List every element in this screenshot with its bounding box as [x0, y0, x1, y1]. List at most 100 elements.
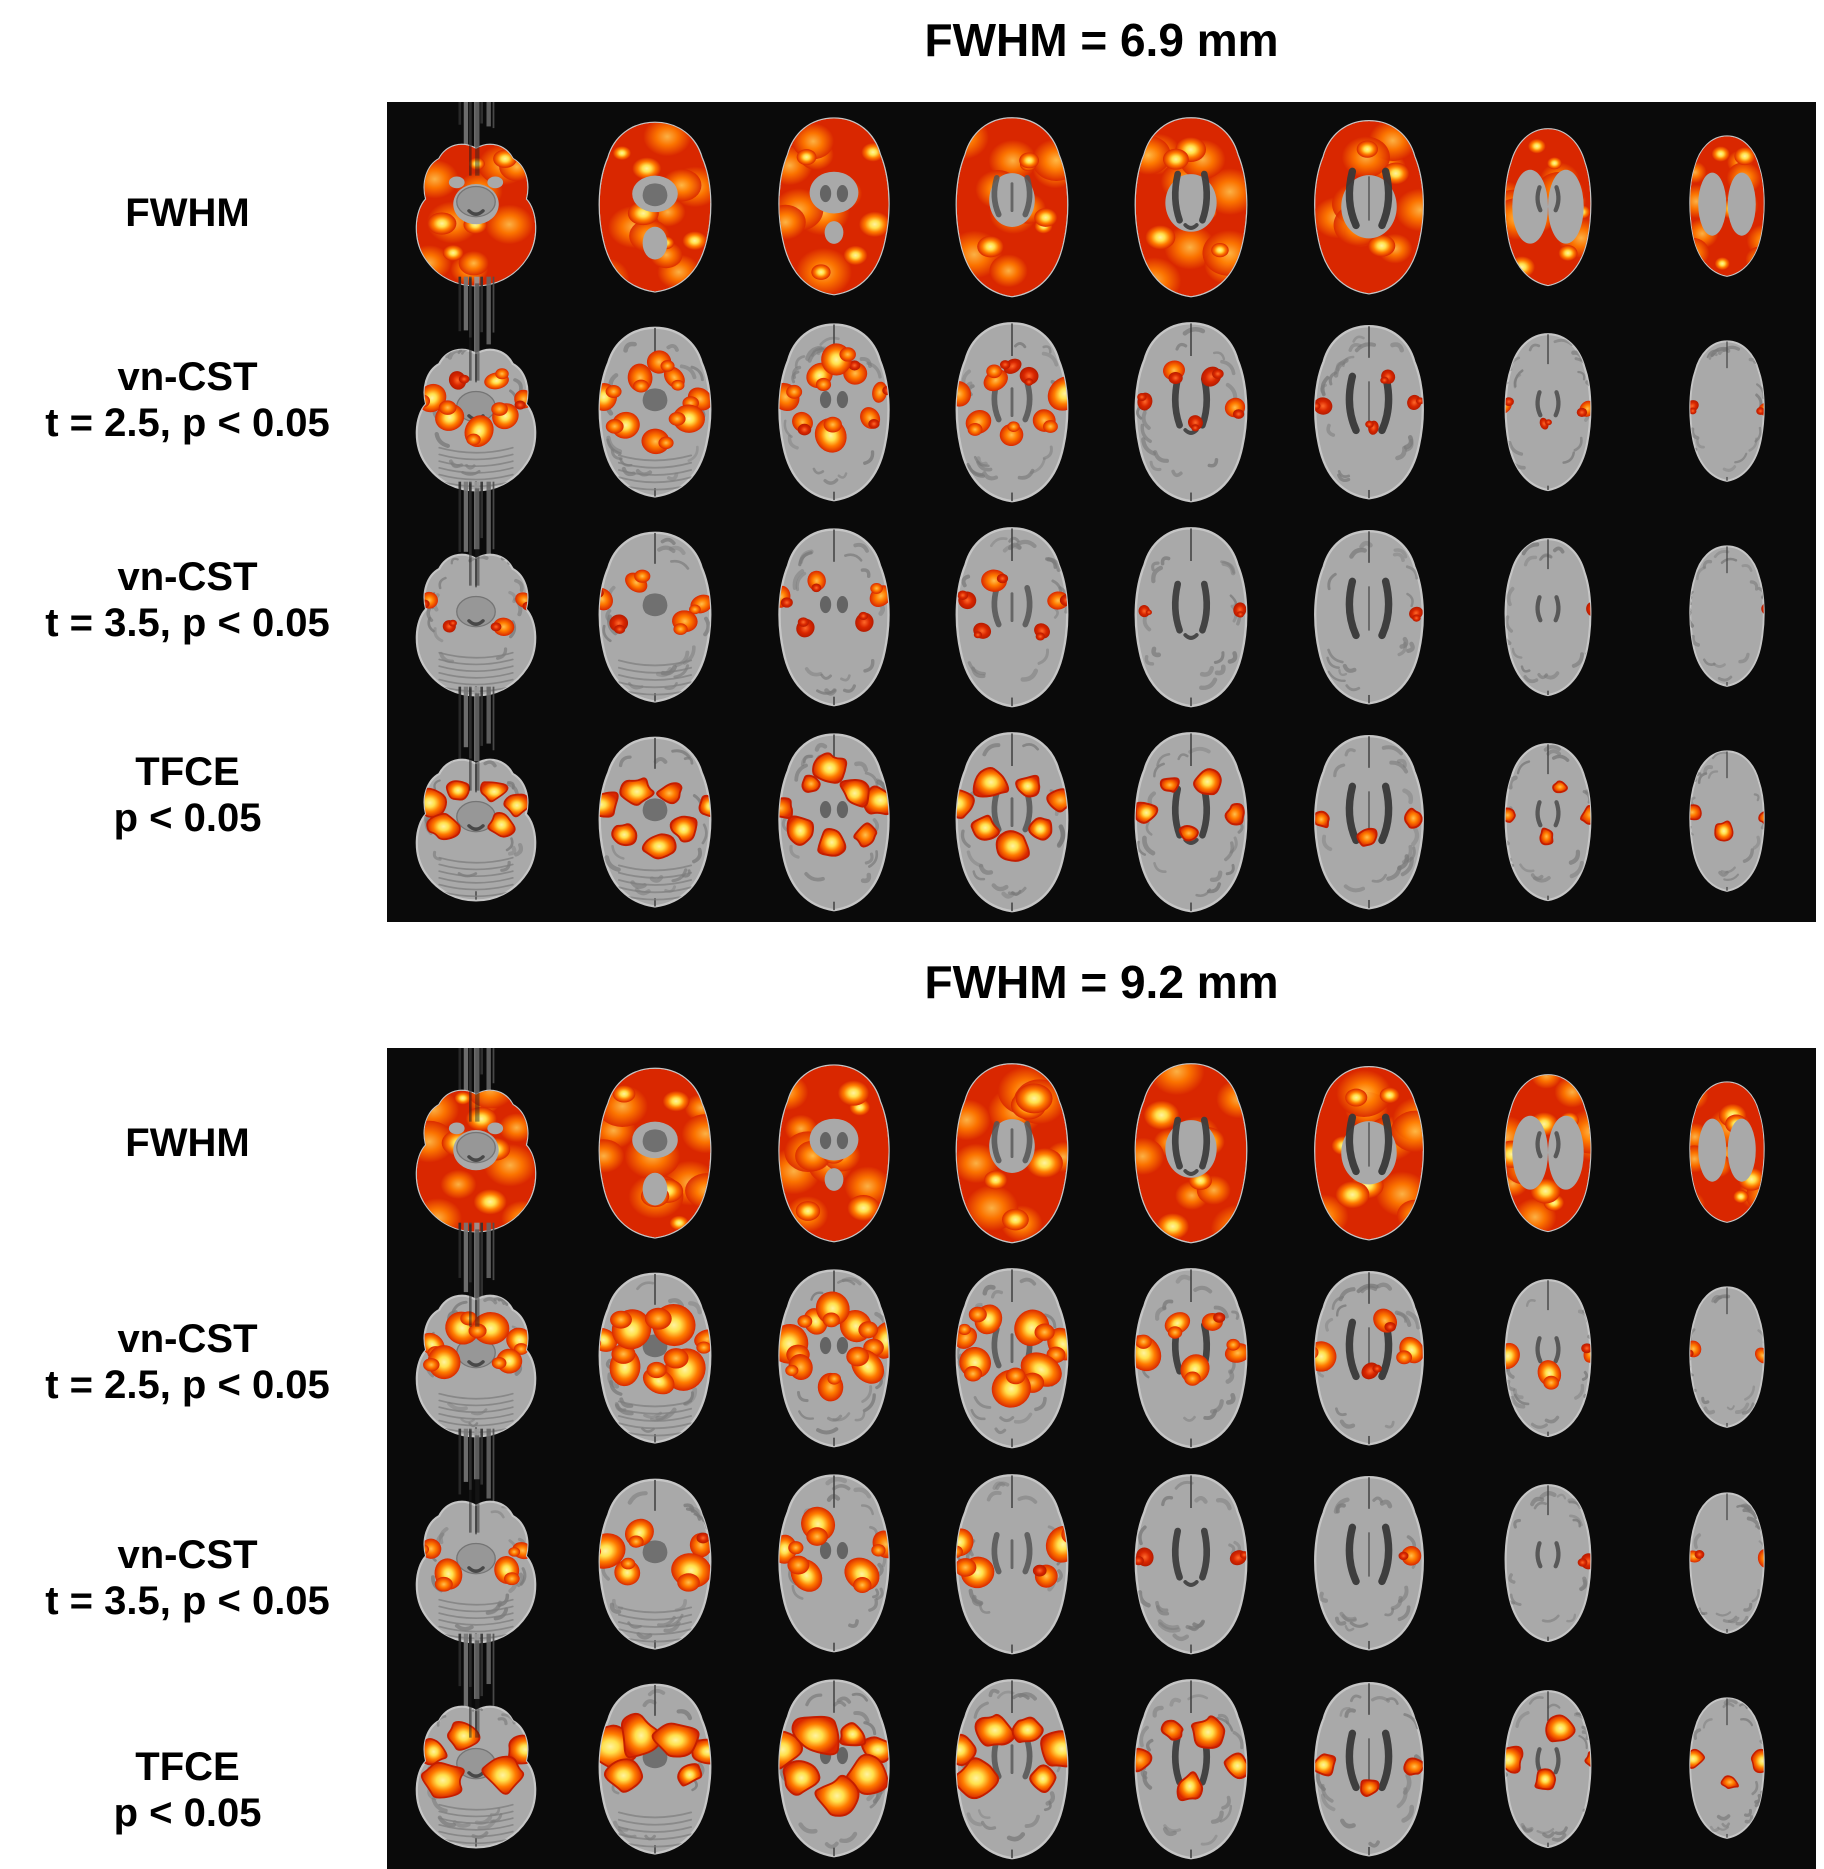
- artifact-stripe: [469, 688, 472, 791]
- row-label-line: vn-CST: [117, 355, 258, 399]
- artifact-stripe: [486, 102, 491, 127]
- brain-slice: [598, 1478, 712, 1650]
- brain-slice: [415, 1633, 537, 1849]
- brain-slice: [415, 102, 537, 287]
- brain-slice: [778, 117, 890, 296]
- panel-title-fwhm-9-2: FWHM = 9.2 mm: [924, 956, 1279, 1008]
- artifact-stripe: [486, 686, 491, 744]
- artifact-stripe: [492, 1428, 495, 1516]
- brain-slice: [955, 1679, 1069, 1860]
- artifact-stripe: [475, 1229, 480, 1327]
- brain-slice: [1314, 1065, 1424, 1241]
- artifact-stripe: [458, 1222, 462, 1278]
- brain-slice: [415, 481, 537, 697]
- brain-slice: [1134, 1679, 1248, 1860]
- brain-slice: [778, 1064, 890, 1243]
- row-label: vn-CST t = 2.5, p < 0.05: [0, 354, 375, 446]
- brain-slice: [955, 732, 1069, 913]
- artifact-stripe: [480, 686, 483, 746]
- artifact-stripe: [463, 102, 469, 149]
- brain-slice: [1689, 545, 1765, 687]
- brain-slice: [1504, 1690, 1592, 1849]
- artifact-stripe: [486, 1428, 491, 1499]
- artifact-stripe: [475, 283, 480, 381]
- brain-slice: [1134, 527, 1248, 708]
- artifact-stripe: [486, 1048, 491, 1100]
- artifact-stripe: [492, 481, 495, 550]
- artifact-stripe: [463, 1048, 469, 1094]
- artifact-stripe: [486, 1222, 491, 1279]
- artifact-stripe: [463, 481, 469, 552]
- brain-slice: [1134, 1268, 1248, 1449]
- artifact-stripe: [474, 102, 480, 159]
- row-label: FWHM: [0, 1120, 375, 1166]
- row-label-line: p < 0.05: [113, 796, 262, 840]
- brain-slice: [1314, 1475, 1424, 1651]
- brain-slice: [415, 686, 537, 902]
- brain-slice: [1314, 1681, 1424, 1857]
- brain-slice: [1314, 119, 1424, 295]
- artifact-stripe: [469, 102, 472, 176]
- artifact-stripe: [480, 481, 483, 539]
- brain-slice: [1134, 1063, 1248, 1244]
- brain-slice: [415, 1222, 537, 1438]
- artifact-stripe: [469, 278, 472, 381]
- brain-slice: [1134, 732, 1248, 913]
- artifact-stripe: [492, 276, 495, 333]
- artifact-stripe: [458, 1428, 462, 1495]
- artifact-stripe: [475, 1640, 480, 1738]
- artifact-stripe: [469, 1430, 472, 1533]
- row-label-line: t = 3.5, p < 0.05: [45, 601, 330, 645]
- artifact-stripe: [458, 686, 462, 771]
- brain-slice: [1314, 1270, 1424, 1446]
- brain-slice: [1504, 128, 1592, 287]
- artifact-stripe: [474, 1222, 480, 1305]
- brain-slice: [1689, 135, 1765, 277]
- artifact-stripe: [475, 693, 480, 791]
- brain-slice: [598, 121, 712, 293]
- row-label: TFCE p < 0.05: [0, 749, 375, 841]
- brain-slice: [1689, 1286, 1765, 1428]
- brain-slice: [1689, 1492, 1765, 1634]
- row-label: TFCE p < 0.05: [0, 1744, 375, 1836]
- brain-slice: [955, 1268, 1069, 1449]
- artifact-stripe: [480, 1428, 483, 1485]
- brain-slice: [1504, 1279, 1592, 1438]
- artifact-stripe: [480, 1222, 483, 1302]
- brain-slice: [1314, 734, 1424, 910]
- artifact-stripe: [486, 276, 491, 345]
- brain-slice: [778, 528, 890, 707]
- row-label-line: FWHM: [125, 191, 250, 235]
- brain-slice: [598, 1272, 712, 1444]
- row-label-line: p < 0.05: [113, 1791, 262, 1835]
- brain-slice: [1314, 324, 1424, 500]
- artifact-stripe: [475, 1048, 480, 1122]
- brain-slice: [778, 1679, 890, 1858]
- brain-slice: [1504, 1074, 1592, 1233]
- row-label: vn-CST t = 3.5, p < 0.05: [0, 1532, 375, 1624]
- row-label-line: vn-CST: [117, 555, 258, 599]
- row-label-line: FWHM: [125, 1121, 250, 1165]
- row-label-line: t = 3.5, p < 0.05: [45, 1579, 330, 1623]
- artifact-stripe: [474, 686, 480, 762]
- row-label-line: t = 2.5, p < 0.05: [45, 1363, 330, 1407]
- brain-slice: [955, 322, 1069, 503]
- row-label: vn-CST t = 3.5, p < 0.05: [0, 554, 375, 646]
- artifact-stripe: [458, 1048, 462, 1106]
- artifact-stripe: [480, 102, 483, 124]
- artifact-stripe: [458, 102, 462, 125]
- brain-slice: [415, 276, 537, 492]
- brain-slice: [415, 1048, 537, 1233]
- brain-slice: [778, 323, 890, 502]
- brain-slice: [598, 326, 712, 498]
- brain-slice: [778, 1474, 890, 1653]
- brain-slice: [1689, 1697, 1765, 1839]
- montage-panel-fwhm-9-2: [387, 1048, 1816, 1869]
- artifact-stripe: [458, 276, 462, 332]
- artifact-stripe: [463, 1428, 469, 1482]
- artifact-stripe: [480, 1633, 483, 1697]
- artifact-stripe: [469, 483, 472, 586]
- artifact-stripe: [492, 1048, 495, 1084]
- brain-slice: [778, 1269, 890, 1448]
- brain-slice: [1689, 1081, 1765, 1223]
